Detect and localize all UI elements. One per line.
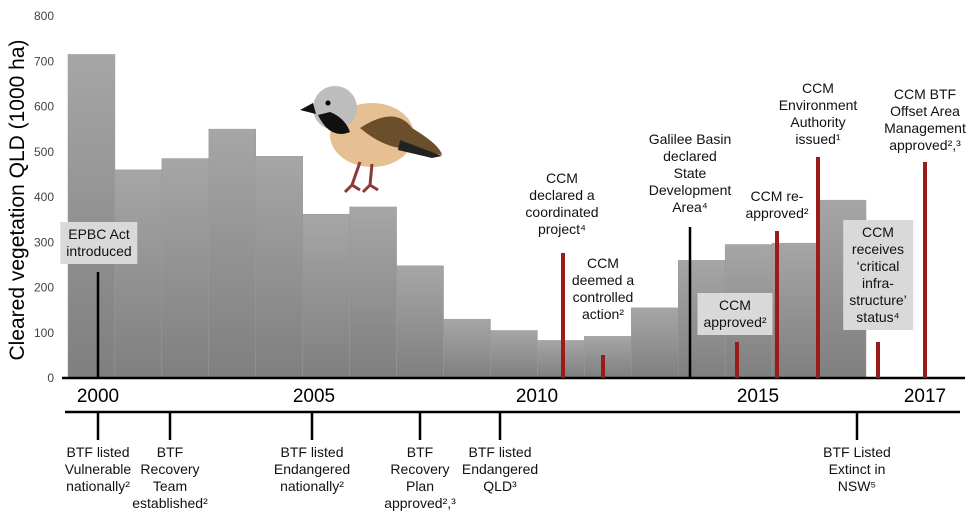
- bar: [162, 159, 209, 378]
- year-label: 2015: [737, 386, 779, 407]
- bar: [444, 319, 491, 378]
- bar: [303, 214, 350, 378]
- bird: [300, 86, 442, 192]
- bar: [490, 330, 537, 378]
- milestone-label: BTF listed Endangered QLD³: [462, 444, 538, 495]
- chart: Cleared vegetation QLD (1000 ha) 0 100 200…: [0, 0, 968, 515]
- bar: [584, 336, 631, 378]
- bar: [115, 170, 162, 378]
- milestone-label: BTF Recovery Plan approved²,³: [384, 444, 456, 512]
- milestone-label: BTF listed Vulnerable nationally²: [65, 444, 131, 495]
- year-label: 2017: [904, 386, 946, 407]
- page: {"chart_data": {"type": "bar", "y_label"…: [0, 0, 968, 515]
- bar: [772, 243, 819, 378]
- event-label: CCM deemed a controlled action²: [572, 255, 634, 323]
- event-label: CCM BTF Offset Area Management approved²…: [884, 86, 966, 154]
- y-tick-label: 300: [34, 235, 54, 249]
- milestone-label: BTF Listed Extinct in NSW⁵: [823, 444, 891, 495]
- y-tick-label: 400: [34, 190, 54, 204]
- event-label: CCM Environment Authority issued¹: [779, 80, 858, 148]
- milestone-label: BTF Recovery Team established²: [132, 444, 208, 512]
- bar: [256, 156, 303, 378]
- bar: [537, 340, 584, 378]
- event-label: CCM re- approved²: [745, 188, 808, 222]
- y-tick-label: 600: [34, 100, 54, 114]
- y-tick-label: 0: [47, 371, 54, 385]
- y-tick-label: 200: [34, 281, 54, 295]
- year-label: 2010: [516, 386, 558, 407]
- y-tick-label: 100: [34, 326, 54, 340]
- y-tick-label: 800: [34, 9, 54, 23]
- event-box: CCM approved²: [697, 293, 772, 335]
- bar: [631, 308, 678, 378]
- bar: [397, 266, 444, 378]
- year-label: 2000: [77, 386, 119, 407]
- event-box: EPBC Act introduced: [60, 222, 137, 264]
- event-label: Galilee Basin declared State Development…: [649, 131, 732, 216]
- event-label: CCM declared a coordinated project⁴: [525, 170, 598, 238]
- event-box: CCM receives ‘critical infra- structure’…: [843, 220, 913, 330]
- bar: [68, 54, 115, 378]
- y-tick-label: 500: [34, 145, 54, 159]
- year-label: 2005: [293, 386, 335, 407]
- bar: [350, 207, 397, 378]
- y-tick-label: 700: [34, 54, 54, 68]
- bar: [209, 129, 256, 378]
- y-axis-label: Cleared vegetation QLD (1000 ha): [6, 39, 29, 360]
- milestone-label: BTF listed Endangered nationally²: [274, 444, 350, 495]
